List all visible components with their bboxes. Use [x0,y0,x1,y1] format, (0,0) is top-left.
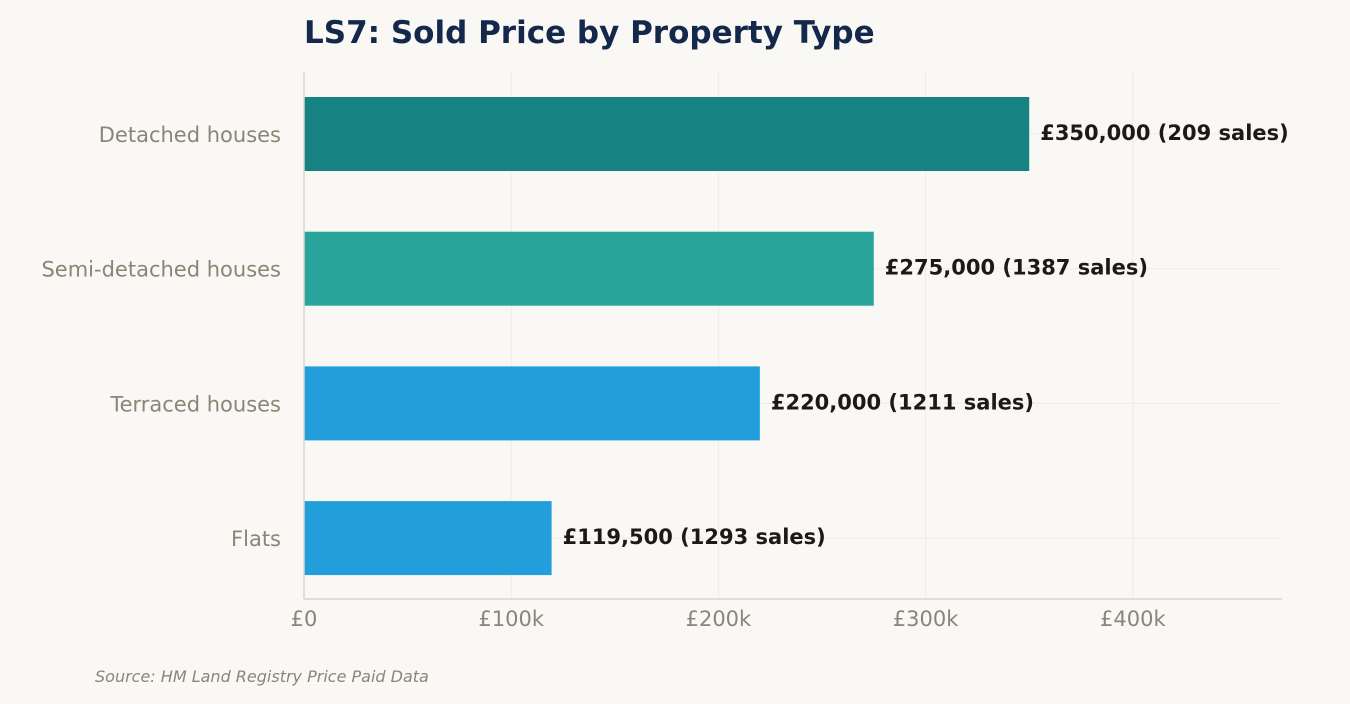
category-label-1: Semi-detached houses [41,258,281,282]
bar-1 [304,231,874,306]
value-label-0: £350,000 (209 sales) [1040,121,1289,145]
x-tick-label-3: £300k [893,607,959,631]
bar-2 [304,366,760,441]
source-note: Source: HM Land Registry Price Paid Data [95,667,429,686]
value-label-3: £119,500 (1293 sales) [563,525,826,549]
category-label-0: Detached houses [99,123,281,147]
chart-title: LS7: Sold Price by Property Type [304,15,875,51]
value-label-2: £220,000 (1211 sales) [771,390,1034,414]
labels: Detached houses £350,000 (209 sales) Semi-… [41,121,1288,631]
bar-3 [304,501,552,576]
category-label-3: Flats [231,527,281,551]
bars [304,97,1030,576]
x-tick-label-0: £0 [291,607,318,631]
x-tick-label-4: £400k [1100,607,1166,631]
value-label-1: £275,000 (1387 sales) [885,256,1148,280]
x-tick-label-1: £100k [478,607,544,631]
category-label-2: Terraced houses [109,392,281,416]
bar-0 [304,97,1030,171]
x-tick-label-2: £200k [686,607,752,631]
axes [303,72,1282,600]
